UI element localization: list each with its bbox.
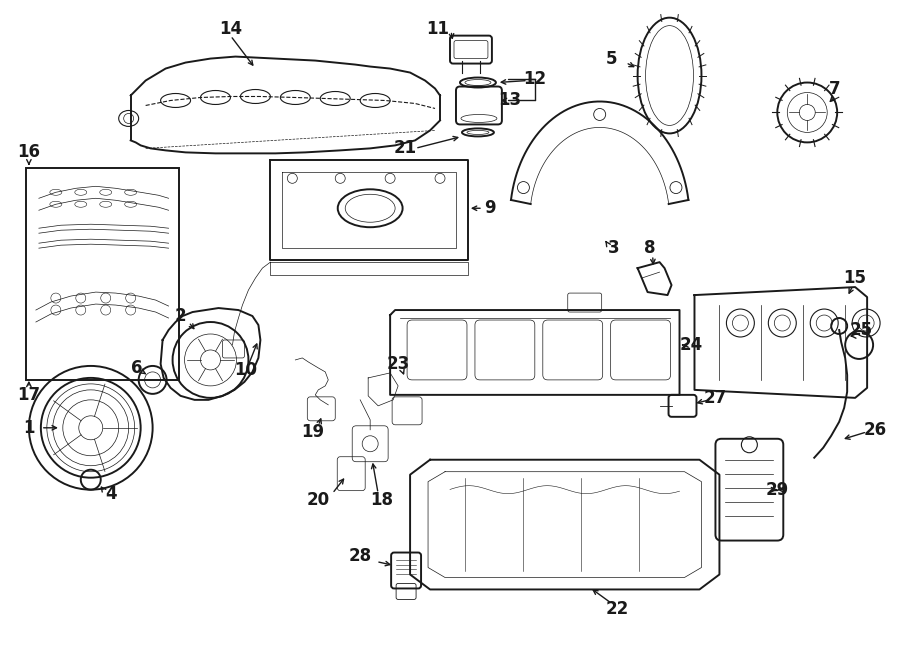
Text: 27: 27 — [704, 389, 727, 407]
Text: 6: 6 — [130, 359, 142, 377]
Text: 7: 7 — [828, 79, 840, 98]
Text: 26: 26 — [863, 421, 886, 439]
Text: 17: 17 — [17, 386, 40, 404]
Bar — [26, 169, 178, 380]
Text: 11: 11 — [427, 20, 449, 38]
Text: 9: 9 — [484, 199, 496, 217]
Text: 15: 15 — [843, 269, 867, 287]
Text: 20: 20 — [307, 490, 329, 509]
Text: 22: 22 — [606, 600, 629, 619]
Text: 23: 23 — [386, 355, 410, 373]
Text: 13: 13 — [499, 91, 521, 110]
Text: 16: 16 — [17, 143, 40, 161]
Text: 10: 10 — [234, 361, 256, 379]
Text: 5: 5 — [606, 50, 617, 67]
Text: 18: 18 — [371, 490, 393, 509]
Text: 12: 12 — [523, 69, 546, 87]
Text: 4: 4 — [105, 485, 116, 502]
Text: 3: 3 — [608, 239, 619, 257]
Text: 21: 21 — [393, 139, 417, 157]
Text: 25: 25 — [850, 321, 873, 339]
Text: 19: 19 — [301, 423, 324, 441]
Text: 1: 1 — [23, 419, 34, 437]
Text: 28: 28 — [348, 547, 372, 564]
Text: 29: 29 — [766, 481, 789, 498]
Text: 8: 8 — [644, 239, 655, 257]
Text: 14: 14 — [219, 20, 242, 38]
Text: 24: 24 — [680, 336, 703, 354]
Text: 2: 2 — [175, 307, 186, 325]
